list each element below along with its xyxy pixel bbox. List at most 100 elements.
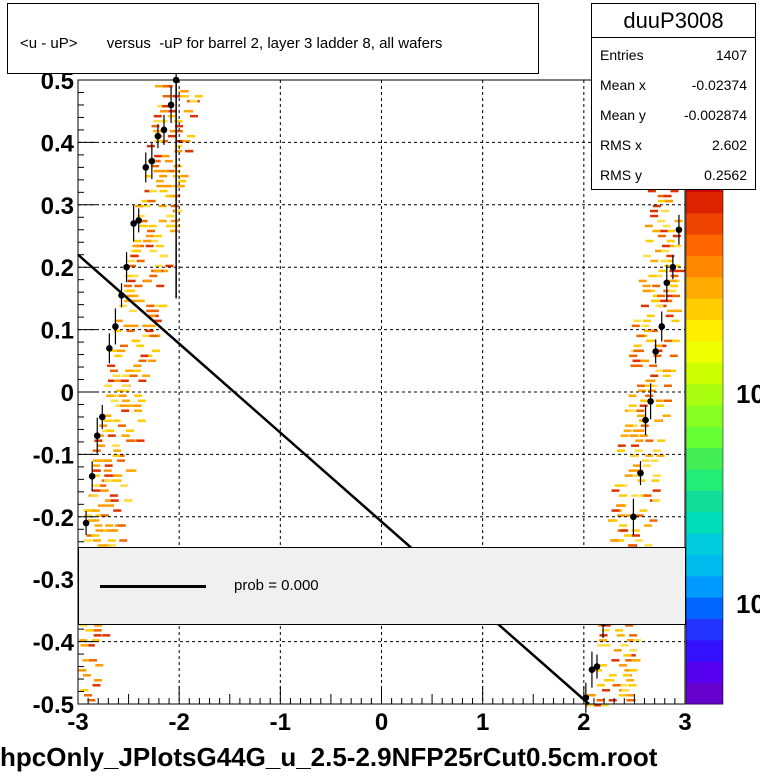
density-cell — [631, 324, 640, 328]
density-cell — [663, 194, 672, 198]
density-cell — [146, 144, 155, 148]
density-cell — [149, 249, 158, 253]
profile-point — [167, 101, 175, 109]
density-cell — [619, 524, 628, 527]
density-cell — [644, 544, 653, 547]
density-cell — [639, 434, 648, 437]
density-cell — [649, 329, 658, 333]
density-cell — [636, 409, 645, 412]
profile-point — [98, 413, 106, 421]
density-cell — [117, 349, 126, 353]
density-cell — [631, 534, 640, 537]
density-cell — [147, 229, 156, 233]
density-cell — [153, 169, 162, 173]
density-cell — [155, 244, 164, 248]
density-cell — [153, 129, 162, 133]
density-cell — [619, 484, 628, 487]
density-cell — [189, 99, 198, 103]
density-cell — [118, 304, 127, 308]
density-cell — [608, 699, 617, 702]
density-cell — [107, 434, 116, 437]
density-cell — [97, 444, 106, 447]
density-cell — [113, 449, 122, 452]
y-tick-label: 0.4 — [41, 130, 75, 157]
density-cell — [635, 539, 644, 542]
density-cell — [125, 429, 134, 432]
density-cell — [152, 304, 161, 308]
density-cell — [663, 384, 672, 388]
density-cell — [119, 404, 128, 407]
density-cell — [95, 664, 104, 667]
legend-label: prob = 0.000 — [234, 577, 319, 594]
title-box: <u - uP> versus -uP for barrel 2, layer … — [7, 3, 539, 74]
density-cell — [130, 324, 139, 328]
density-cell — [169, 129, 178, 133]
density-cell — [103, 419, 112, 422]
colorbar-segment — [686, 682, 723, 705]
density-cell — [180, 94, 189, 98]
density-cell — [599, 639, 608, 642]
density-cell — [635, 349, 644, 353]
density-cell — [639, 404, 648, 407]
density-cell — [97, 504, 106, 507]
density-cell — [86, 644, 95, 647]
density-cell — [629, 354, 638, 358]
density-cell — [120, 379, 129, 383]
density-cell — [104, 464, 113, 467]
profile-point — [637, 469, 644, 477]
file-name: hpcOnly_JPlotsG44G_u_2.5-2.9NFP25rCut0.5… — [0, 742, 658, 772]
density-cell — [154, 234, 163, 238]
density-cell — [625, 659, 634, 662]
density-cell — [173, 164, 182, 168]
profile-point — [142, 164, 150, 171]
density-cell — [136, 299, 145, 303]
density-cell — [655, 399, 664, 402]
density-cell — [78, 669, 87, 672]
density-cell — [626, 514, 635, 517]
colorbar-segment — [686, 490, 723, 513]
density-cell — [662, 414, 671, 417]
density-cell — [109, 494, 118, 497]
colorbar-segment — [686, 426, 723, 449]
density-cell — [159, 174, 168, 178]
density-cell — [647, 189, 656, 193]
density-cell — [147, 314, 156, 318]
density-cell — [633, 464, 642, 467]
density-cell — [616, 634, 625, 637]
y-tick-label: -0.1 — [33, 442, 74, 469]
profile-point — [148, 157, 156, 165]
density-cell — [99, 424, 108, 427]
density-cell — [130, 274, 139, 278]
x-tick-label: 0 — [375, 709, 388, 736]
density-cell — [630, 454, 639, 457]
density-cell — [91, 519, 100, 522]
density-cell — [94, 679, 103, 682]
density-cell — [614, 629, 623, 632]
stats-box: duuP3008 Entries 1407 Mean x -0.02374 Me… — [591, 3, 756, 190]
density-cell — [664, 299, 673, 303]
density-cell — [663, 399, 672, 402]
density-cell — [638, 389, 647, 393]
density-cell — [110, 394, 119, 397]
density-cell — [104, 384, 113, 388]
density-cell — [138, 359, 147, 363]
density-cell — [114, 474, 123, 477]
density-cell — [642, 464, 651, 467]
density-cell — [640, 304, 649, 308]
density-cell — [172, 174, 181, 178]
y-tick-label: -0.2 — [33, 505, 74, 532]
density-cell — [149, 274, 158, 278]
colorbar-segment — [686, 255, 723, 278]
density-cell — [169, 194, 178, 198]
density-cell — [121, 384, 130, 388]
density-cell — [651, 479, 660, 482]
profile-point — [88, 472, 96, 480]
density-cell — [136, 344, 145, 348]
density-cell — [602, 689, 611, 692]
colorbar-segment — [686, 575, 723, 598]
density-cell — [134, 394, 143, 397]
x-tick-label: -3 — [67, 709, 88, 736]
density-cell — [610, 539, 619, 542]
density-cell — [626, 679, 635, 682]
density-cell — [657, 219, 666, 223]
